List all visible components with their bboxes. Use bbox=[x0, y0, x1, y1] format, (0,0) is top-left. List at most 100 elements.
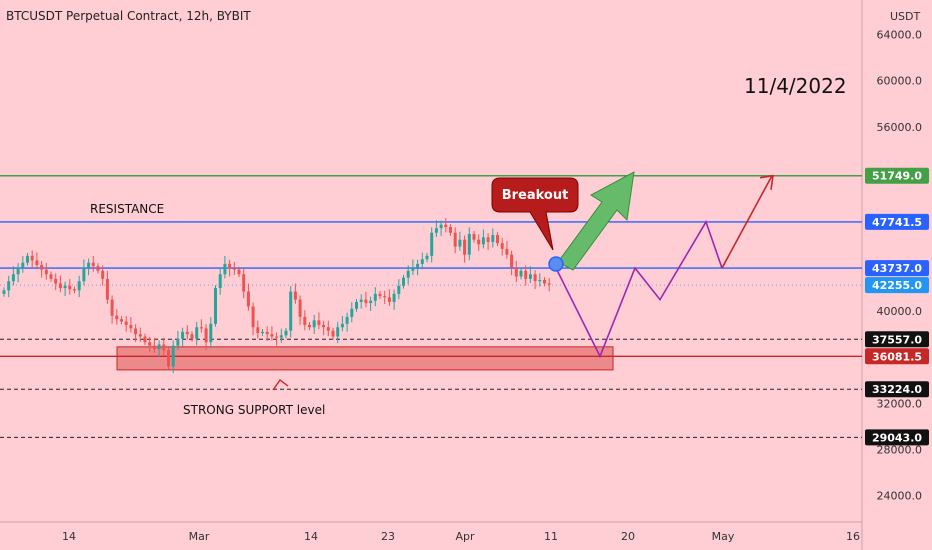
time-tick-label: Mar bbox=[189, 530, 210, 543]
candle-body bbox=[528, 274, 532, 279]
candle-body bbox=[279, 335, 283, 338]
level-tag-value: 36081.5 bbox=[872, 350, 922, 363]
candle-body bbox=[16, 267, 20, 275]
candle-body bbox=[270, 334, 274, 337]
candle-body bbox=[21, 262, 25, 268]
time-axis-ticks: 14 Mar 14 23 Apr 11 20 May 16 bbox=[62, 530, 860, 543]
candle-body bbox=[317, 320, 321, 325]
candle-body bbox=[40, 265, 44, 270]
candle-body bbox=[364, 299, 368, 304]
candle-body bbox=[486, 237, 490, 242]
candle-body bbox=[232, 268, 236, 270]
candle-body bbox=[124, 321, 128, 325]
candle-body bbox=[54, 278, 58, 284]
candle-body bbox=[143, 336, 147, 343]
candle-body bbox=[157, 344, 161, 350]
candle-body bbox=[326, 327, 330, 331]
candle-body bbox=[162, 344, 166, 351]
candle-body bbox=[167, 350, 170, 367]
price-axis-ticks: 64000.0 60000.0 56000.0 40000.0 32000.0 28000… bbox=[877, 29, 923, 503]
candle-body bbox=[402, 277, 405, 286]
candle-body bbox=[444, 224, 448, 228]
candle-body bbox=[138, 334, 142, 337]
candle-body bbox=[284, 330, 288, 336]
level-tag bbox=[865, 429, 929, 446]
candle-body bbox=[463, 239, 467, 255]
level-tag-value: 33224.0 bbox=[872, 383, 922, 396]
resistance-label: RESISTANCE bbox=[90, 202, 164, 216]
level-tag-value: 51749.0 bbox=[872, 170, 922, 183]
candle-body bbox=[44, 269, 48, 275]
chart-title: BTCUSDT Perpetual Contract, 12h, BYBIT bbox=[6, 9, 251, 23]
candle-body bbox=[176, 338, 180, 346]
level-tag bbox=[865, 213, 929, 230]
candle-body bbox=[496, 235, 499, 244]
projection-path-red bbox=[721, 175, 773, 269]
price-tick-label: 60000.0 bbox=[877, 75, 923, 88]
level-tag-value: 29043.0 bbox=[872, 431, 922, 444]
candle-body bbox=[129, 324, 133, 329]
candle-body bbox=[505, 248, 509, 255]
candle-body bbox=[322, 324, 326, 328]
candle-body bbox=[2, 290, 6, 294]
candle-body bbox=[345, 316, 349, 324]
price-tick-label: 24000.0 bbox=[877, 489, 923, 502]
candle-body bbox=[237, 269, 241, 275]
candle-body bbox=[491, 235, 495, 242]
candle-body bbox=[543, 280, 546, 284]
candle-body bbox=[387, 297, 391, 302]
candle-body bbox=[472, 233, 476, 240]
candle-body bbox=[242, 274, 246, 292]
candle-body bbox=[524, 270, 528, 279]
time-tick-label: Apr bbox=[455, 530, 475, 543]
candle-body bbox=[58, 283, 62, 289]
candle-body bbox=[228, 263, 232, 269]
candle-body bbox=[204, 328, 208, 343]
price-tick-label: 28000.0 bbox=[877, 443, 923, 456]
breakout-label: Breakout bbox=[502, 188, 569, 203]
candle-body bbox=[251, 306, 255, 328]
candle-body bbox=[30, 255, 34, 261]
price-tick-label: 32000.0 bbox=[877, 397, 923, 410]
candle-body bbox=[350, 308, 354, 317]
candle-body bbox=[185, 331, 189, 335]
candle-body bbox=[26, 255, 29, 263]
support-label: STRONG SUPPORT level bbox=[183, 403, 325, 417]
candlesticks bbox=[2, 218, 551, 374]
candle-body bbox=[331, 330, 335, 337]
candle-body bbox=[181, 331, 185, 339]
candle-body bbox=[289, 291, 293, 331]
candle-body bbox=[105, 278, 109, 300]
candle-body bbox=[265, 331, 269, 335]
breakout-callout: Breakout bbox=[491, 177, 579, 251]
level-tag bbox=[865, 348, 929, 365]
support-zone bbox=[116, 346, 614, 371]
candle-body bbox=[223, 263, 227, 275]
candle-body bbox=[430, 232, 434, 256]
candle-body bbox=[477, 239, 481, 245]
level-tag bbox=[865, 260, 929, 277]
projection-arrowhead-icon bbox=[759, 174, 774, 190]
candle-body bbox=[73, 289, 76, 291]
candle-body bbox=[96, 266, 100, 271]
candle-body bbox=[68, 285, 72, 290]
candle-body bbox=[87, 262, 91, 268]
candle-body bbox=[510, 254, 514, 268]
candle-body bbox=[500, 243, 504, 249]
candle-body bbox=[420, 259, 424, 264]
projection-paths bbox=[555, 174, 774, 359]
candle-body bbox=[355, 301, 358, 309]
candle-body bbox=[453, 232, 457, 247]
support-arrow-icon bbox=[272, 379, 289, 391]
time-tick-label: 23 bbox=[381, 530, 395, 543]
price-tick-label: 56000.0 bbox=[877, 121, 923, 134]
candle-body bbox=[214, 288, 217, 324]
candle-body bbox=[467, 233, 471, 255]
candle-body bbox=[171, 345, 175, 367]
candle-body bbox=[298, 299, 302, 317]
breakout-bubble bbox=[491, 177, 579, 251]
candle-body bbox=[308, 324, 311, 328]
projection-path-purple bbox=[555, 220, 723, 359]
candle-body bbox=[134, 328, 138, 335]
